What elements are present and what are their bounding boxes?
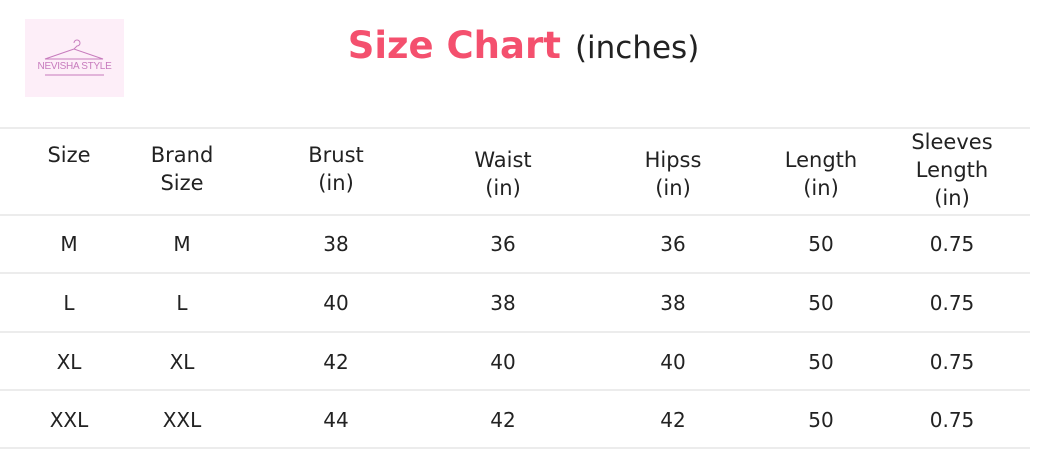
row-divider bbox=[0, 272, 1030, 274]
column-header: Hipss (in) bbox=[644, 148, 702, 200]
table-cell: 50 bbox=[808, 350, 834, 374]
table-cell: 44 bbox=[323, 408, 349, 432]
table-cell: 42 bbox=[660, 408, 686, 432]
table-cell: 0.75 bbox=[929, 350, 975, 374]
table-cell: 38 bbox=[660, 291, 686, 315]
table-cell: XXL bbox=[162, 408, 202, 432]
table-cell: XL bbox=[56, 350, 82, 374]
column-header: Length (in) bbox=[784, 148, 858, 200]
table-cell: L bbox=[63, 291, 75, 315]
table-cell: 50 bbox=[808, 291, 834, 315]
table-cell: 50 bbox=[808, 232, 834, 256]
hanger-icon bbox=[44, 39, 104, 76]
title-main: Size Chart bbox=[347, 24, 561, 67]
table-cell: 40 bbox=[323, 291, 349, 315]
title-unit: (inches) bbox=[574, 30, 700, 66]
table-cell: M bbox=[173, 232, 191, 256]
table-cell: 50 bbox=[808, 408, 834, 432]
table-cell: 40 bbox=[660, 350, 686, 374]
row-divider bbox=[0, 331, 1030, 333]
row-divider bbox=[0, 127, 1030, 129]
table-cell: 0.75 bbox=[929, 291, 975, 315]
table-cell: 0.75 bbox=[929, 232, 975, 256]
column-header: Waist (in) bbox=[474, 148, 532, 200]
table-cell: 42 bbox=[323, 350, 349, 374]
column-header: Brust (in) bbox=[308, 143, 364, 195]
table-cell: XL bbox=[169, 350, 195, 374]
row-divider bbox=[0, 447, 1030, 449]
row-divider bbox=[0, 214, 1030, 216]
table-cell: L bbox=[176, 291, 188, 315]
table-cell: 40 bbox=[490, 350, 516, 374]
column-header: Brand Size bbox=[150, 143, 214, 195]
table-cell: M bbox=[60, 232, 78, 256]
table-cell: 36 bbox=[490, 232, 516, 256]
table-cell: 42 bbox=[490, 408, 516, 432]
brand-logo: NEVISHA STYLE bbox=[25, 19, 124, 97]
table-cell: 38 bbox=[323, 232, 349, 256]
page-title: Size Chart (inches) bbox=[0, 24, 1047, 67]
column-header: Size bbox=[47, 143, 91, 167]
table-cell: 36 bbox=[660, 232, 686, 256]
table-cell: 38 bbox=[490, 291, 516, 315]
table-cell: 0.75 bbox=[929, 408, 975, 432]
row-divider bbox=[0, 389, 1030, 391]
logo-text: NEVISHA STYLE bbox=[37, 61, 112, 72]
table-cell: XXL bbox=[49, 408, 89, 432]
column-header: Sleeves Length (in) bbox=[911, 130, 993, 210]
